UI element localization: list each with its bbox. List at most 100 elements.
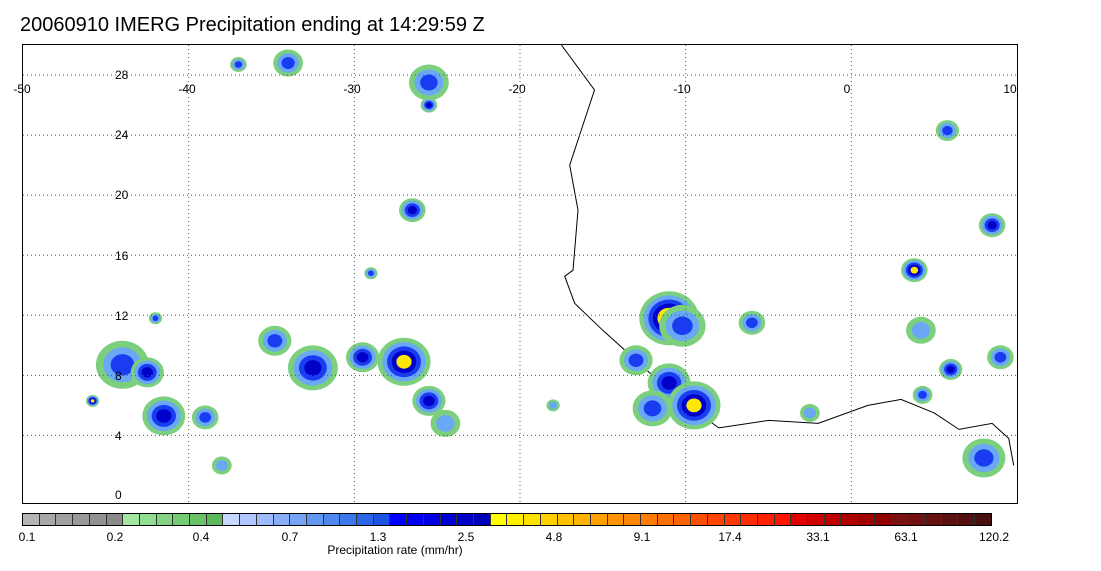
colorbar-swatch [390, 514, 408, 525]
colorbar-swatch [423, 514, 441, 525]
colorbar-swatch [908, 514, 925, 525]
colorbar-tick: 0.1 [18, 530, 36, 544]
colorbar-swatch [958, 514, 976, 525]
rain-cell [199, 412, 212, 423]
colorbar-swatch [240, 514, 257, 525]
colorbar-swatch [540, 514, 558, 525]
rain-cell [281, 57, 295, 69]
rain-cell [156, 409, 172, 423]
colorbar-swatch [557, 514, 575, 525]
colorbar-swatch [741, 514, 758, 525]
lat-label-12: 12 [115, 309, 129, 323]
rain-cell [672, 316, 693, 336]
colorbar-tick: 0.2 [106, 530, 124, 544]
colorbar-swatch [590, 514, 608, 525]
rain-cell [356, 352, 369, 363]
lon-label-west-20: -20 [508, 82, 526, 96]
lon-label-0: 0 [843, 82, 851, 96]
rain-cell [396, 354, 412, 369]
rain-cell [686, 398, 702, 413]
colorbar-swatch [941, 514, 959, 525]
colorbar-label: Precipitation rate (mm/hr) [327, 543, 463, 557]
colorbar-swatch [73, 514, 90, 525]
colorbar-tick: 120.2 [978, 530, 1010, 544]
lon-label-west-10: -10 [673, 82, 691, 96]
colorbar-swatch [306, 514, 324, 525]
colorbar-swatch [891, 514, 909, 525]
rain-cell [549, 401, 558, 410]
rain-cell [643, 400, 662, 417]
rain-cell [436, 415, 455, 432]
colorbar-swatch [624, 514, 642, 525]
rain-cell [946, 365, 955, 374]
lat-label-28: 28 [115, 68, 129, 82]
colorbar-swatch [657, 514, 675, 525]
colorbar-swatch [774, 514, 792, 525]
colorbar-tick: 63.1 [894, 530, 918, 544]
lat-label-8: 8 [115, 369, 122, 383]
rain-cell [918, 390, 927, 399]
map-canvas [23, 45, 1017, 503]
lat-label-4: 4 [115, 429, 122, 443]
rain-cell [90, 399, 95, 403]
colorbar-swatch [373, 514, 391, 525]
colorbar-swatch [156, 514, 174, 525]
colorbar-swatch [757, 514, 775, 525]
rain-cell [910, 266, 919, 274]
colorbar-swatch [507, 514, 525, 525]
rain-cell [423, 395, 435, 407]
precipitation-map[interactable] [22, 44, 1018, 504]
colorbar-swatch [123, 514, 140, 525]
colorbar-swatch [340, 514, 358, 525]
lon-label-east-10: 10 [1003, 82, 1017, 96]
colorbar-tick: 33.1 [806, 530, 830, 544]
rain-cell [420, 74, 438, 91]
colorbar-swatch [290, 514, 307, 525]
rain-cell [661, 376, 677, 390]
colorbar-swatch [440, 514, 458, 525]
rain-cell [628, 353, 644, 367]
colorbar-swatch [457, 514, 474, 525]
colorbar-swatch [89, 514, 107, 525]
colorbar-swatch [524, 514, 541, 525]
colorbar-swatch [641, 514, 658, 525]
rain-cell [407, 206, 417, 215]
rain-cell [234, 61, 243, 68]
rain-cell [911, 322, 931, 339]
colorbar-swatch [473, 514, 491, 525]
colorbar-swatch [808, 514, 825, 525]
colorbar-tick: 4.8 [545, 530, 563, 544]
colorbar-swatch [206, 514, 224, 525]
colorbar-swatch [858, 514, 875, 525]
colorbar-swatch [724, 514, 742, 525]
colorbar-swatch [139, 514, 157, 525]
colorbar-tick: 1.3 [369, 530, 387, 544]
lon-label-west-40: -40 [178, 82, 196, 96]
colorbar-swatch [674, 514, 692, 525]
rain-cell [215, 460, 228, 471]
colorbar-swatch [841, 514, 859, 525]
precipitation-colorbar [22, 513, 992, 526]
colorbar-swatch [574, 514, 591, 525]
colorbar-swatch [323, 514, 341, 525]
rain-cell [141, 367, 154, 378]
colorbar-swatch [106, 514, 124, 525]
colorbar-swatch [357, 514, 374, 525]
lat-label-16: 16 [115, 249, 129, 263]
colorbar-swatch [691, 514, 708, 525]
colorbar-swatch [824, 514, 842, 525]
colorbar-swatch [924, 514, 942, 525]
colorbar-swatch [56, 514, 74, 525]
lat-label-24: 24 [115, 128, 129, 142]
rain-cell [942, 125, 953, 136]
rain-cell [987, 221, 997, 230]
lat-label-0: 0 [115, 488, 122, 502]
colorbar-tick: 2.5 [457, 530, 475, 544]
colorbar-swatch [607, 514, 625, 525]
colorbar-tick: 0.4 [192, 530, 210, 544]
lon-label-west-30: -30 [343, 82, 361, 96]
colorbar-swatch [256, 514, 274, 525]
colorbar-swatch [223, 514, 241, 525]
colorbar-tick: 0.7 [281, 530, 299, 544]
colorbar-swatch [173, 514, 191, 525]
